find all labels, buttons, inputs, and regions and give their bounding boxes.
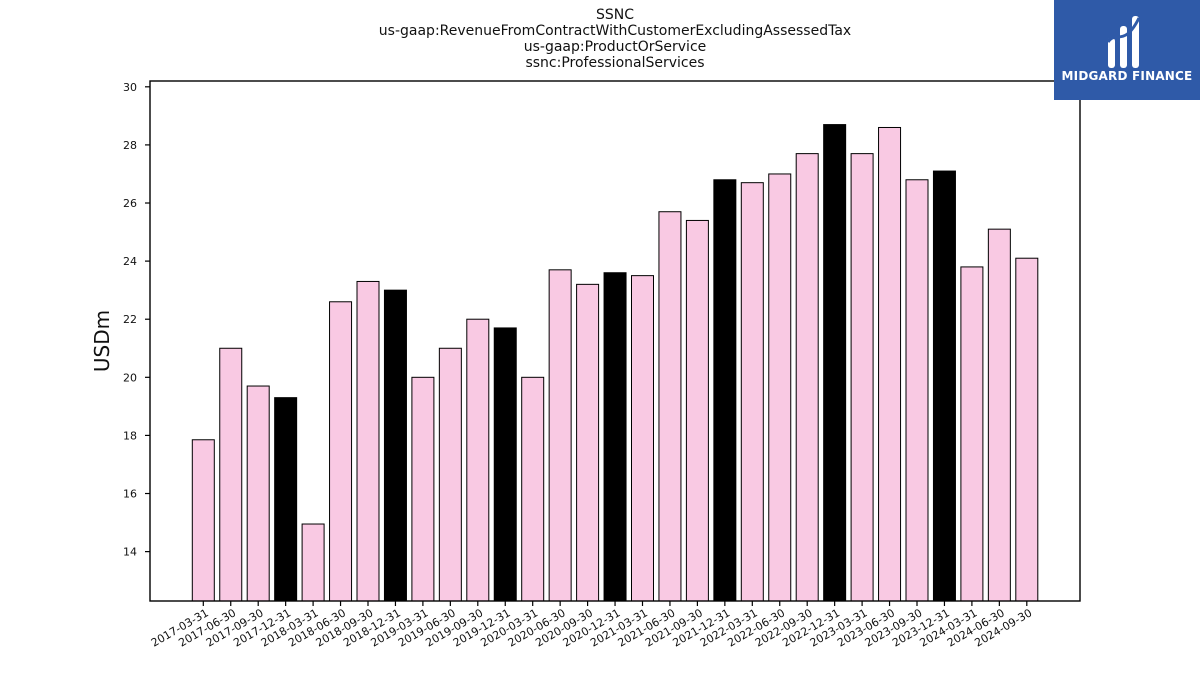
midgard-logo-icon bbox=[1106, 16, 1141, 68]
bar bbox=[768, 173, 792, 602]
y-tick-label: 20 bbox=[123, 371, 137, 384]
bar bbox=[493, 327, 517, 602]
y-tick-label: 14 bbox=[123, 546, 137, 559]
bar bbox=[466, 318, 490, 602]
y-tick-label: 18 bbox=[123, 429, 137, 442]
bar bbox=[658, 211, 682, 602]
chart-subtitle-concept: us-gaap:RevenueFromContractWithCustomerE… bbox=[378, 23, 852, 39]
bar bbox=[521, 376, 545, 602]
bar bbox=[795, 153, 819, 602]
chart-subtitle-axis: us-gaap:ProductOrService bbox=[523, 39, 707, 55]
bar bbox=[191, 439, 215, 602]
bar bbox=[548, 269, 572, 602]
bar bbox=[274, 397, 298, 602]
bar bbox=[438, 347, 462, 602]
chart-subtitle-member: ssnc:ProfessionalServices bbox=[525, 55, 705, 71]
y-tick-label: 26 bbox=[123, 197, 137, 210]
bar bbox=[850, 153, 874, 602]
bar bbox=[932, 170, 956, 602]
bar bbox=[383, 289, 407, 602]
bar bbox=[685, 219, 709, 602]
chart-title: SSNC bbox=[595, 7, 635, 23]
y-tick-label: 28 bbox=[123, 139, 137, 152]
logo-text: MIDGARD FINANCE bbox=[1061, 69, 1193, 83]
y-tick-label: 24 bbox=[123, 255, 137, 268]
bar bbox=[823, 124, 847, 602]
bar bbox=[960, 266, 984, 602]
bar bbox=[905, 179, 929, 602]
y-tick-label: 16 bbox=[123, 488, 137, 501]
bar bbox=[219, 347, 243, 602]
bar bbox=[411, 376, 435, 602]
y-tick-label: 30 bbox=[123, 81, 137, 94]
bar bbox=[301, 523, 325, 602]
bar bbox=[356, 280, 380, 602]
bar bbox=[878, 126, 902, 602]
bar bbox=[987, 228, 1011, 602]
bar bbox=[1015, 257, 1039, 602]
bar bbox=[329, 301, 353, 602]
bar bbox=[603, 272, 627, 602]
bar bbox=[246, 385, 270, 602]
bar bbox=[631, 275, 654, 602]
midgard-finance-logo: MIDGARD FINANCE bbox=[1054, 0, 1200, 100]
bar bbox=[576, 283, 600, 602]
bar bbox=[713, 179, 737, 602]
y-tick-label: 22 bbox=[123, 313, 137, 326]
y-axis-label: USDm bbox=[90, 310, 114, 372]
bar bbox=[740, 182, 764, 602]
